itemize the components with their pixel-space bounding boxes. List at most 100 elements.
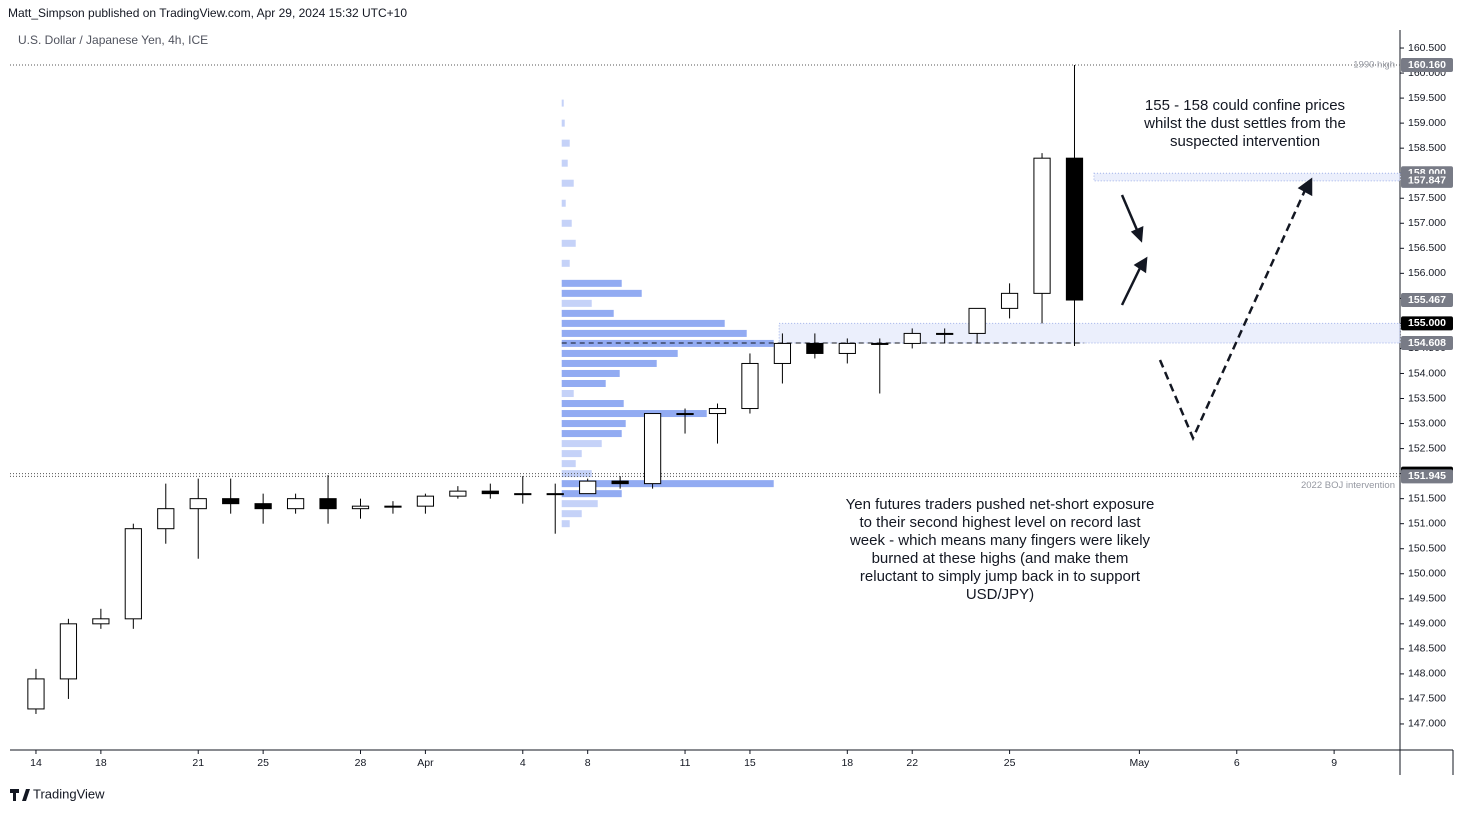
y-tick-label: 159.000 (1408, 117, 1446, 129)
candle-body (481, 490, 499, 495)
candle-body (546, 493, 564, 496)
footer-logo: TradingView (10, 786, 105, 801)
candle-body (59, 623, 78, 680)
zone (778, 322, 1401, 344)
volume-profile-bar (561, 329, 747, 337)
x-tick-label: 28 (355, 757, 367, 769)
candle-body (643, 413, 662, 485)
volume-profile-bar (561, 259, 570, 267)
volume-profile-bar (561, 480, 774, 488)
y-tick-label: 154.000 (1408, 367, 1446, 379)
volume-profile-bar (561, 369, 620, 377)
annotation: burned at these highs (and make them (872, 550, 1129, 567)
x-tick-label: 18 (841, 757, 853, 769)
x-tick-label: 11 (680, 757, 691, 769)
y-tick-label: 151.500 (1408, 492, 1446, 504)
x-tick-label: 15 (744, 757, 756, 769)
x-tick-label: 14 (30, 757, 42, 769)
x-tick-label: 4 (520, 757, 526, 769)
candle-body (708, 408, 727, 415)
zone (1093, 172, 1401, 182)
candle-body (579, 480, 597, 495)
volume-profile-bar (561, 520, 570, 528)
candle-body (351, 505, 370, 510)
y-tick-label: 147.500 (1408, 693, 1446, 705)
candle-body (871, 342, 889, 345)
annotation: suspected intervention (1170, 133, 1320, 150)
arrow (1120, 194, 1139, 231)
volume-profile-bar (561, 309, 614, 317)
y-tick-label: 150.500 (1408, 543, 1446, 555)
plot: 147.000 147.500 148.000 148.500 149.000 149.5… (10, 42, 1453, 769)
arrow-head (1133, 256, 1148, 274)
volume-profile-bar (561, 349, 678, 357)
volume-profile-bar (561, 500, 598, 508)
volume-profile-bar (561, 440, 602, 448)
y-tick-label: 157.000 (1408, 217, 1446, 229)
volume-profile-bar (561, 179, 574, 187)
price-label-box (1401, 58, 1453, 73)
candle-body (124, 528, 142, 620)
candle-body (1033, 157, 1051, 294)
annotation: week - which means many fingers were lik… (849, 532, 1151, 549)
chart-title: U.S. Dollar / Japanese Yen, 4h, ICE (18, 33, 208, 47)
arrows (1120, 177, 1313, 442)
candle-body (514, 493, 532, 496)
candle-body (676, 413, 694, 416)
volume-profile-bar (561, 139, 570, 147)
y-tick-label: 151.000 (1408, 517, 1446, 529)
candle-body (254, 503, 272, 510)
y-tick-label: 150.000 (1408, 568, 1446, 580)
arrow (1120, 267, 1142, 306)
volume-profile-bar (561, 119, 565, 127)
annotation: reluctant to simply jump back in to supp… (860, 568, 1141, 585)
price-label: 155.467 (1408, 294, 1446, 306)
price-label: 157.847 (1408, 175, 1446, 187)
volume-profile-bar (561, 510, 582, 518)
volume-profile-bar (561, 289, 642, 297)
volume-profile-bar (561, 420, 626, 428)
volume-profile-bar (561, 299, 592, 307)
y-tick-label: 149.500 (1408, 593, 1446, 605)
y-tick-label: 153.500 (1408, 392, 1446, 404)
candle-body (27, 678, 45, 710)
x-tick-label: 21 (192, 757, 204, 769)
candle-body (773, 342, 792, 364)
volume-profile-bar (561, 219, 572, 227)
y-tick-label: 160.500 (1408, 42, 1446, 54)
candle-body (92, 618, 110, 625)
candle-body (838, 342, 856, 354)
volume-profile-bar (561, 410, 707, 418)
candle-body (222, 498, 240, 505)
x-tick-label: May (1129, 757, 1150, 769)
x-tick-label: 6 (1234, 757, 1240, 769)
candle-body (1000, 292, 1019, 309)
y-tick-label: 147.000 (1408, 718, 1446, 730)
annotation: to their second highest level on record … (860, 514, 1142, 531)
price-label-box (1401, 469, 1453, 484)
price-label-box (1401, 316, 1453, 331)
y-tick-label: 148.000 (1408, 668, 1446, 680)
volume-profile-bar (561, 430, 622, 438)
candle-body (903, 332, 921, 344)
candle-body (157, 508, 175, 530)
volume-profile-bar (561, 339, 774, 347)
candle-body (936, 332, 954, 335)
x-tick-label: 22 (906, 757, 918, 769)
brand: TradingView (33, 786, 105, 801)
annotation: Yen futures traders pushed net-short exp… (846, 496, 1155, 513)
volume-profile-bar (561, 199, 566, 207)
arrow-head (1297, 177, 1313, 197)
level-text: 2022 BOJ intervention (1301, 480, 1395, 491)
y-tick-label: 159.500 (1408, 92, 1446, 104)
annotation: USD/JPY) (966, 586, 1034, 603)
y-tick-label: 149.000 (1408, 618, 1446, 630)
annotation: 155 - 158 could confine prices (1145, 97, 1345, 114)
volume-profile-bar (561, 279, 622, 287)
y-tick-label: 153.000 (1408, 417, 1446, 429)
volume-profile-bar (561, 359, 657, 367)
x-tick-label: Apr (417, 757, 434, 769)
price-label-box (1401, 173, 1453, 188)
